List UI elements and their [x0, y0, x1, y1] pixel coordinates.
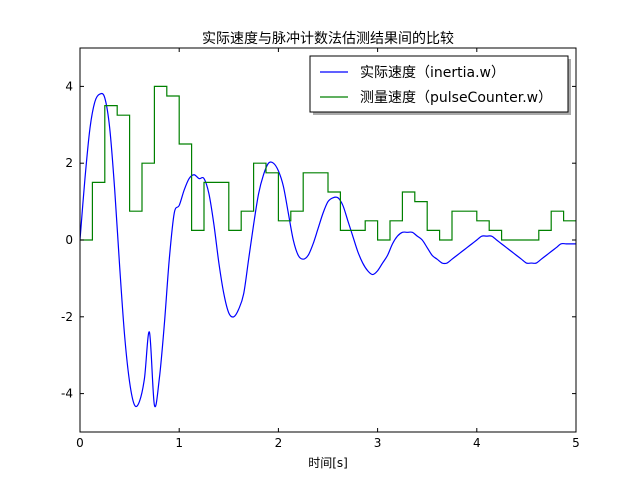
x-tick-label: 2	[275, 436, 283, 450]
legend-label-2: 测量速度（pulseCounter.w）	[360, 90, 552, 106]
x-tick-label: 5	[572, 436, 580, 450]
x-axis-label: 时间[s]	[308, 456, 348, 470]
x-tick-label: 1	[175, 436, 183, 450]
y-tick-label: 0	[65, 233, 73, 247]
x-tick-label: 4	[473, 436, 481, 450]
y-tick-label: 2	[65, 156, 73, 170]
x-tick-label: 0	[76, 436, 84, 450]
y-tick-label: -2	[61, 310, 73, 324]
legend-box	[309, 55, 569, 113]
chart-title: 实际速度与脉冲计数法估测结果间的比较	[202, 31, 454, 47]
y-axis-ticks: -4 -2 0 2 4	[61, 79, 576, 401]
y-tick-label: -4	[61, 387, 73, 401]
y-tick-label: 4	[65, 79, 73, 93]
plot-frame	[79, 47, 577, 433]
plot-area	[80, 85, 576, 408]
x-tick-label: 3	[374, 436, 382, 450]
legend: 实际速度（inertia.w） 测量速度（pulseCounter.w）	[309, 55, 571, 115]
series-line-1	[80, 92, 576, 408]
series-line-2	[80, 85, 576, 241]
legend-label-1: 实际速度（inertia.w）	[360, 65, 505, 81]
